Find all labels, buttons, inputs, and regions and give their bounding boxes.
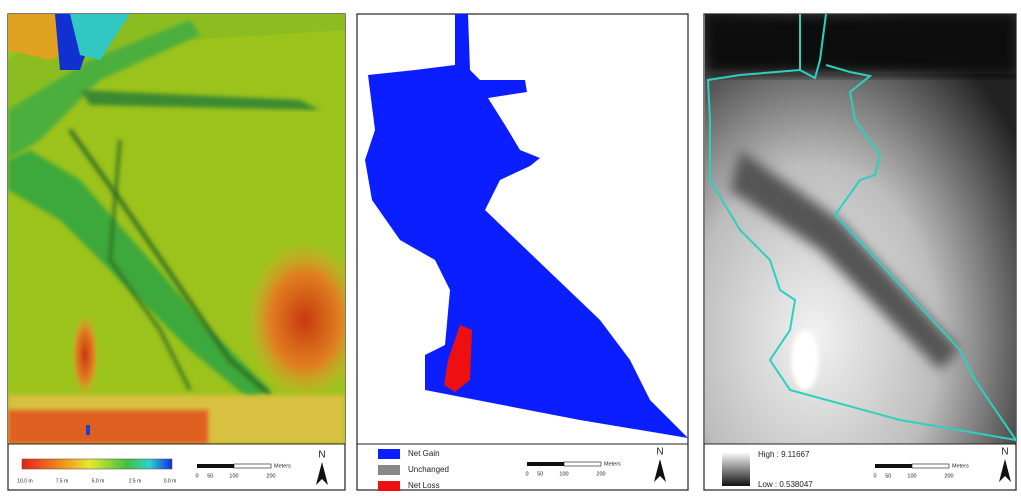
north-label: N bbox=[1001, 447, 1008, 458]
legend-label: Net Gain bbox=[408, 449, 440, 458]
scale-tick-label: 200 bbox=[944, 473, 953, 479]
north-label: N bbox=[656, 447, 663, 458]
map-shape bbox=[245, 240, 365, 400]
map-shape bbox=[71, 313, 99, 397]
scale-tick-label: 100 bbox=[907, 473, 916, 479]
scale-bar bbox=[197, 464, 234, 468]
scale-bar bbox=[875, 464, 912, 468]
map-shape bbox=[705, 14, 1016, 74]
scale-unit: Meters bbox=[952, 463, 969, 469]
map-shape bbox=[705, 14, 1016, 444]
colorbar-label: 7.5 m bbox=[56, 478, 69, 484]
figure: 10.0 m 7.5 m 5.0 m 2.5 m 0.0 m Net Gain … bbox=[0, 0, 1021, 491]
colorbar-label: 2.5 m bbox=[129, 478, 142, 484]
map-shape bbox=[8, 14, 365, 444]
scale-tick-label: 50 bbox=[885, 473, 891, 479]
change-panel: Net Gain Unchanged Net Loss bbox=[357, 14, 688, 491]
uncertainty-panel: High : 9.11667 Low : 0.538047 bbox=[704, 14, 1016, 490]
map-shape bbox=[705, 14, 1016, 444]
legend-low: Low : 0.538047 bbox=[758, 480, 813, 489]
map-shape bbox=[791, 330, 819, 390]
map-shape bbox=[378, 481, 400, 491]
colorbar-label: 5.0 m bbox=[92, 478, 105, 484]
scale-unit: Meters bbox=[274, 463, 291, 469]
scale-bar bbox=[564, 462, 601, 466]
map-shape bbox=[378, 465, 400, 475]
scale-tick-label: 100 bbox=[229, 473, 238, 479]
map-shape bbox=[86, 425, 90, 435]
scale-tick-label: 50 bbox=[537, 471, 543, 477]
scale-bar bbox=[527, 462, 564, 466]
scale-bar bbox=[234, 464, 271, 468]
scale-bar bbox=[912, 464, 949, 468]
scale-tick-label: 0 bbox=[525, 471, 528, 477]
scale-tick-label: 100 bbox=[559, 471, 568, 477]
scale-tick-label: 0 bbox=[195, 473, 198, 479]
elevation-panel: 10.0 m 7.5 m 5.0 m 2.5 m 0.0 m bbox=[8, 14, 365, 490]
scale-tick-label: 200 bbox=[266, 473, 275, 479]
colorbar-label: 10.0 m bbox=[17, 478, 32, 484]
map-shape bbox=[22, 459, 172, 469]
map-shape bbox=[722, 452, 750, 486]
legend-label: Net Loss bbox=[408, 481, 440, 490]
scale-tick-label: 0 bbox=[873, 473, 876, 479]
legend-label: Unchanged bbox=[408, 465, 449, 474]
legend-high: High : 9.11667 bbox=[758, 450, 810, 459]
scale-unit: Meters bbox=[604, 461, 621, 467]
map-shape bbox=[378, 449, 400, 459]
map-shape bbox=[8, 410, 208, 444]
colorbar-label: 0.0 m bbox=[164, 478, 177, 484]
scale-tick-label: 50 bbox=[207, 473, 213, 479]
scale-tick-label: 200 bbox=[596, 471, 605, 477]
north-label: N bbox=[318, 450, 325, 461]
